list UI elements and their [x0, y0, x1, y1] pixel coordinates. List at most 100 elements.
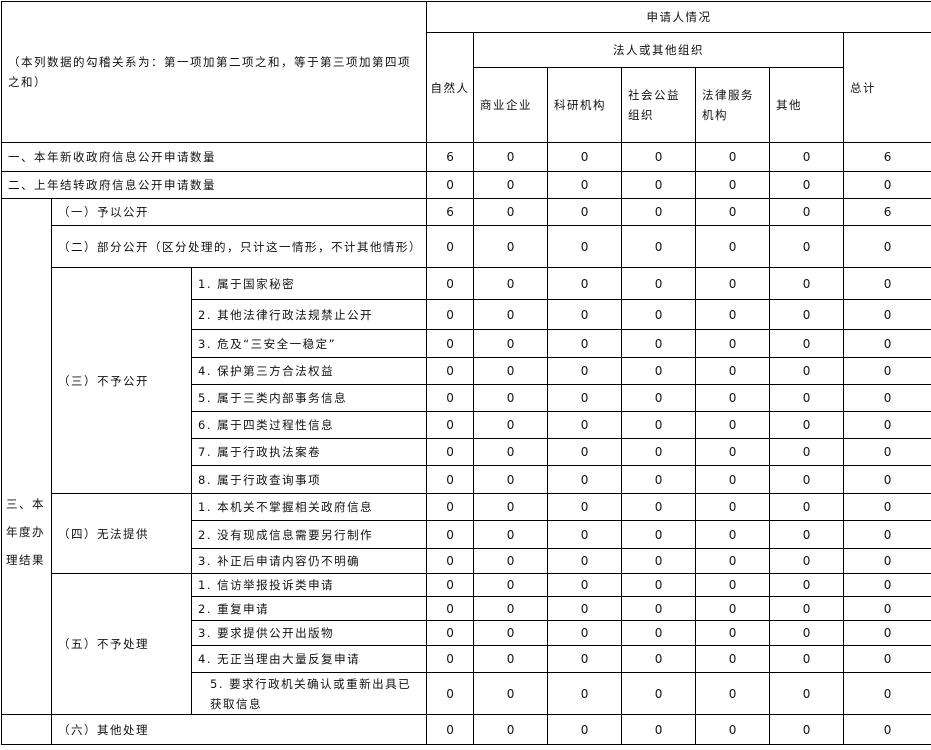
- value-cell: 0: [474, 199, 548, 226]
- natural-person-header: 自然人: [427, 33, 474, 143]
- value-cell: 0: [548, 439, 622, 466]
- value-cell: 0: [696, 673, 770, 715]
- row-label: （一）予以公开: [52, 199, 427, 226]
- value-cell: 0: [622, 385, 696, 412]
- value-cell: 0: [844, 621, 931, 646]
- value-cell: 0: [696, 521, 770, 549]
- value-cell: 0: [474, 268, 548, 300]
- value-cell: 0: [770, 439, 844, 466]
- value-cell: 0: [770, 143, 844, 172]
- value-cell: 0: [548, 646, 622, 673]
- value-cell: 0: [770, 597, 844, 621]
- value-cell: 0: [622, 199, 696, 226]
- value-cell: 0: [622, 412, 696, 439]
- value-cell: 0: [548, 715, 622, 745]
- value-cell: 0: [427, 646, 474, 673]
- value-cell: 0: [474, 597, 548, 621]
- value-cell: 0: [696, 330, 770, 358]
- value-cell: 0: [696, 358, 770, 385]
- group-label: （三）不予公开: [52, 268, 192, 494]
- value-cell: 0: [770, 521, 844, 549]
- item-label: 4. 无正当理由大量反复申请: [192, 646, 427, 673]
- value-cell: 0: [622, 330, 696, 358]
- value-cell: 0: [770, 172, 844, 199]
- value-cell: 0: [844, 574, 931, 597]
- value-cell: 0: [844, 439, 931, 466]
- value-cell: 0: [622, 574, 696, 597]
- value-cell: 0: [548, 673, 622, 715]
- item-label: 2. 重复申请: [192, 597, 427, 621]
- value-cell: 0: [622, 300, 696, 330]
- value-cell: 0: [548, 330, 622, 358]
- value-cell: 0: [427, 412, 474, 439]
- value-cell: 0: [770, 673, 844, 715]
- value-cell: 0: [622, 143, 696, 172]
- value-cell: 0: [844, 412, 931, 439]
- col-public-welfare: 社会公益组织: [622, 68, 696, 143]
- value-cell: 0: [427, 466, 474, 494]
- value-cell: 0: [427, 358, 474, 385]
- value-cell: 0: [548, 300, 622, 330]
- value-cell: 0: [622, 715, 696, 745]
- group-label: （五）不予处理: [52, 574, 192, 715]
- value-cell: 0: [427, 172, 474, 199]
- value-cell: 0: [696, 494, 770, 521]
- value-cell: 0: [696, 646, 770, 673]
- value-cell: 0: [548, 268, 622, 300]
- value-cell: 0: [548, 597, 622, 621]
- value-cell: 0: [770, 646, 844, 673]
- value-cell: 0: [770, 574, 844, 597]
- item-label: 8. 属于行政查询事项: [192, 466, 427, 494]
- row-label: （二）部分公开（区分处理的，只计这一情形，不计其他情形）: [52, 226, 427, 268]
- value-cell: 0: [622, 268, 696, 300]
- value-cell: 0: [474, 143, 548, 172]
- value-cell: 0: [844, 715, 931, 745]
- value-cell: 0: [696, 172, 770, 199]
- value-cell: 0: [548, 385, 622, 412]
- value-cell: 0: [474, 172, 548, 199]
- item-label: 6. 属于四类过程性信息: [192, 412, 427, 439]
- value-cell: 0: [548, 143, 622, 172]
- value-cell: 0: [770, 330, 844, 358]
- value-cell: 0: [770, 466, 844, 494]
- value-cell: 0: [770, 494, 844, 521]
- value-cell: 0: [696, 226, 770, 268]
- value-cell: 0: [427, 268, 474, 300]
- value-cell: 0: [844, 597, 931, 621]
- item-label: 1. 信访举报投诉类申请: [192, 574, 427, 597]
- value-cell: 0: [474, 439, 548, 466]
- value-cell: 0: [427, 715, 474, 745]
- value-cell: 0: [548, 199, 622, 226]
- value-cell: 0: [474, 494, 548, 521]
- value-cell: 0: [474, 521, 548, 549]
- value-cell: 0: [427, 521, 474, 549]
- item-label: 2. 其他法律行政法规禁止公开: [192, 300, 427, 330]
- value-cell: 0: [844, 646, 931, 673]
- value-cell: 0: [474, 226, 548, 268]
- col-legal-service: 法律服务机构: [696, 68, 770, 143]
- value-cell: 0: [696, 466, 770, 494]
- value-cell: 0: [548, 621, 622, 646]
- value-cell: 0: [622, 621, 696, 646]
- value-cell: 0: [844, 385, 931, 412]
- value-cell: 0: [696, 621, 770, 646]
- value-cell: 0: [622, 521, 696, 549]
- value-cell: 0: [696, 199, 770, 226]
- value-cell: 0: [427, 621, 474, 646]
- value-cell: 0: [548, 521, 622, 549]
- value-cell: 0: [474, 673, 548, 715]
- value-cell: 0: [622, 466, 696, 494]
- item-label: 3. 补正后申请内容仍不明确: [192, 549, 427, 574]
- value-cell: 0: [622, 494, 696, 521]
- col-research: 科研机构: [548, 68, 622, 143]
- value-cell: 0: [622, 226, 696, 268]
- value-cell: 0: [427, 330, 474, 358]
- value-cell: 0: [844, 673, 931, 715]
- item-label: 3. 危及“三安全一稳定”: [192, 330, 427, 358]
- value-cell: 0: [622, 646, 696, 673]
